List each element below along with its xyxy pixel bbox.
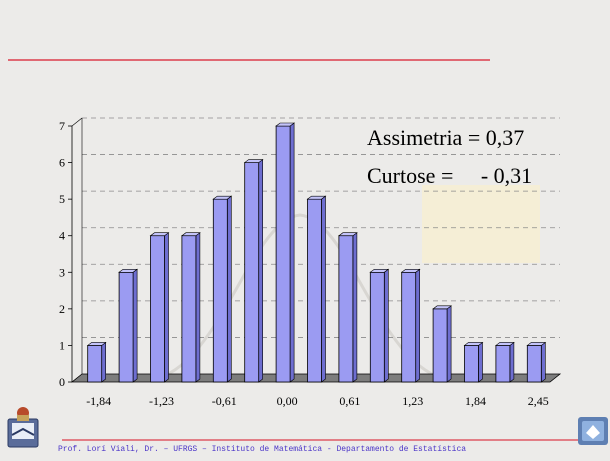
y-axis-depth <box>72 118 82 126</box>
y-tick-label: 0 <box>59 375 65 389</box>
bar-side <box>133 269 137 382</box>
x-tick-label: 0,61 <box>339 394 360 408</box>
bar <box>276 126 290 382</box>
y-tick-label: 1 <box>59 338 65 352</box>
bar <box>339 236 353 382</box>
bar-side <box>447 306 451 382</box>
bar-side <box>102 342 106 382</box>
bar-side <box>259 160 263 382</box>
bar-side <box>322 196 326 382</box>
bar-side <box>227 196 231 382</box>
bar-side <box>541 342 545 382</box>
highlight-box <box>422 185 540 263</box>
bar-side <box>416 269 420 382</box>
bar-side <box>353 233 357 382</box>
x-tick-label: -1,23 <box>149 394 174 408</box>
y-tick-label: 5 <box>59 192 65 206</box>
y-tick-label: 6 <box>59 156 65 170</box>
x-tick-label: 2,45 <box>528 394 549 408</box>
bar <box>119 272 133 382</box>
skewness-label: Assimetria = 0,37 <box>367 125 524 151</box>
bar-side <box>510 342 514 382</box>
x-tick-label: 1,84 <box>465 394 486 408</box>
y-tick-label: 2 <box>59 302 65 316</box>
bar <box>527 345 541 382</box>
bar-side <box>479 342 483 382</box>
bar-side <box>165 233 169 382</box>
bar-side <box>196 233 200 382</box>
bar <box>465 345 479 382</box>
y-tick-label: 3 <box>59 265 65 279</box>
bar <box>182 236 196 382</box>
x-tick-label: -1,84 <box>86 394 111 408</box>
bar-side <box>290 123 294 382</box>
bar <box>402 272 416 382</box>
bar <box>213 199 227 382</box>
bar <box>151 236 165 382</box>
y-tick-label: 7 <box>59 119 65 133</box>
bar <box>308 199 322 382</box>
bar <box>245 163 259 382</box>
bar <box>88 345 102 382</box>
x-tick-label: 1,23 <box>402 394 423 408</box>
bar <box>370 272 384 382</box>
footer-credits: Prof. Lorí Viali, Dr. – UFRGS – Institut… <box>58 445 466 454</box>
x-tick-label: 0,00 <box>277 394 298 408</box>
bar <box>433 309 447 382</box>
kurtosis-label: Curtose = - 0,31 <box>367 163 532 189</box>
institute-logo-icon <box>578 417 608 445</box>
bar-side <box>384 269 388 382</box>
ufrgs-logo-icon <box>8 407 38 447</box>
y-tick-label: 4 <box>59 229 65 243</box>
bar <box>496 345 510 382</box>
x-tick-label: -0,61 <box>212 394 237 408</box>
